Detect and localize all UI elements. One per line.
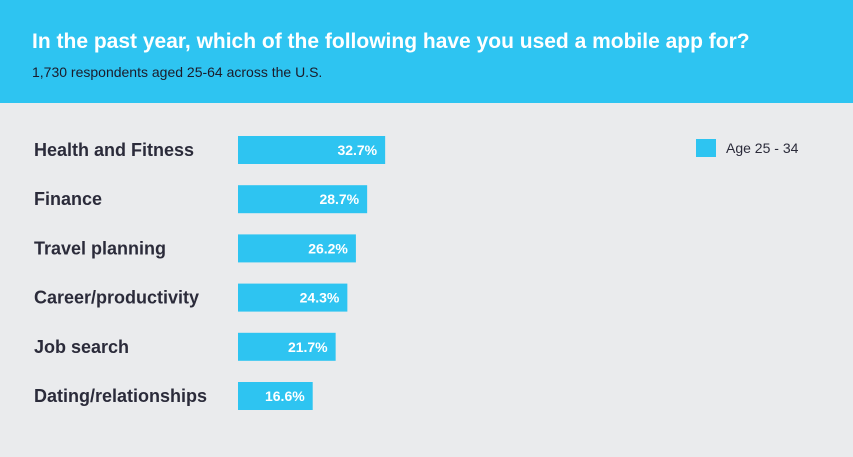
category-label: Career/productivity — [34, 288, 199, 308]
data-label: 24.3% — [300, 290, 340, 306]
category-label: Job search — [34, 337, 129, 357]
chart-title: In the past year, which of the following… — [32, 30, 750, 53]
data-label: 28.7% — [319, 191, 359, 207]
bar — [238, 234, 356, 263]
bar — [238, 283, 348, 312]
bar-chart: Health and Fitness 32.7% Finance 28.7% Trave… — [34, 136, 386, 410]
data-label: 16.6% — [265, 388, 305, 404]
bar — [238, 136, 386, 164]
bar — [238, 185, 368, 214]
data-label: 21.7% — [288, 339, 328, 355]
chart-subtitle: 1,730 respondents aged 25-64 across the … — [32, 64, 323, 80]
legend-label: Age 25 - 34 — [726, 140, 799, 156]
bar — [238, 382, 313, 410]
category-label: Travel planning — [34, 238, 166, 258]
category-label: Health and Fitness — [34, 140, 194, 160]
category-label: Dating/relationships — [34, 386, 207, 406]
data-label: 32.7% — [337, 142, 377, 158]
chart-header: In the past year, which of the following… — [0, 0, 853, 103]
category-label: Finance — [34, 189, 102, 209]
legend-swatch — [696, 139, 716, 157]
data-label: 26.2% — [308, 240, 348, 256]
bar — [238, 332, 336, 361]
